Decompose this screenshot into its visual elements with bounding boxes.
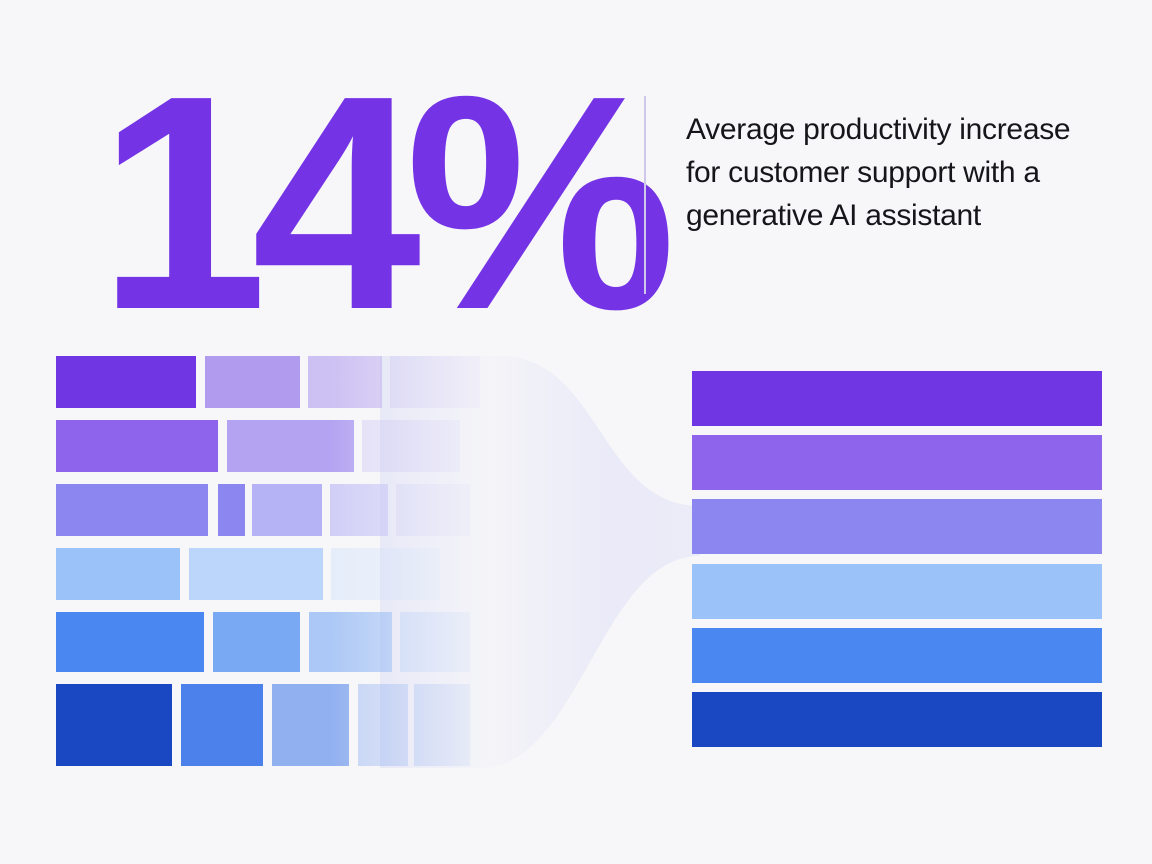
unified-bar-3 <box>692 499 1102 554</box>
stat-caption: Average productivity increase for custom… <box>686 113 1071 232</box>
divider <box>644 96 646 294</box>
block-row-2-segment-1 <box>56 420 218 472</box>
block-row-4-segment-1 <box>56 548 180 600</box>
unified-bar-6 <box>692 692 1102 747</box>
block-row-6-segment-1 <box>56 684 172 766</box>
unified-bars <box>692 371 1102 747</box>
unified-bar-1 <box>692 371 1102 426</box>
block-row-6-segment-2 <box>181 684 263 766</box>
block-row-3-segment-2 <box>218 484 245 536</box>
block-row-3-segment-3 <box>252 484 322 536</box>
unified-bar-5 <box>692 628 1102 683</box>
unified-bar-2 <box>692 435 1102 490</box>
block-row-3-segment-1 <box>56 484 208 536</box>
headline-stat: 14% <box>98 32 676 373</box>
block-row-1-segment-2 <box>205 356 300 408</box>
unified-bar-4 <box>692 564 1102 619</box>
block-row-5-segment-2 <box>213 612 300 672</box>
fade-overlay <box>330 352 620 772</box>
block-row-1-segment-1 <box>56 356 196 408</box>
block-row-4-segment-2 <box>189 548 323 600</box>
block-row-5-segment-1 <box>56 612 204 672</box>
